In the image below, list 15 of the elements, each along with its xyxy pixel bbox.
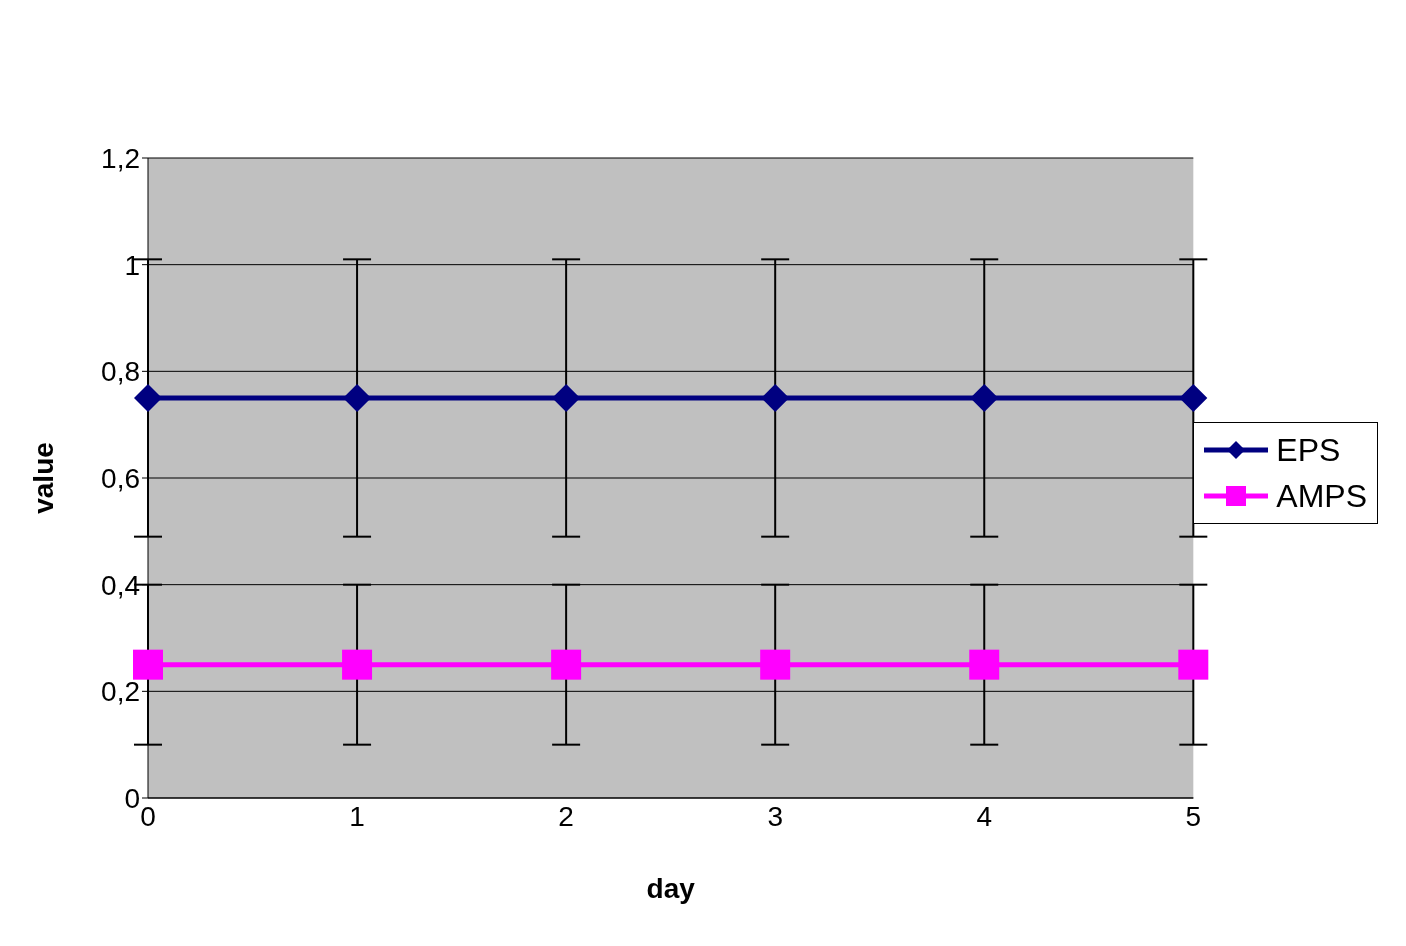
y-tick-label: 0,4	[101, 569, 140, 601]
y-tick-label: 1	[124, 249, 140, 281]
legend-label: EPS	[1276, 431, 1341, 469]
y-tick-label: 0,8	[101, 356, 140, 388]
y-tick-label: 0,2	[101, 676, 140, 708]
y-tick-label: 0,6	[101, 462, 140, 494]
x-tick-label: 3	[767, 800, 783, 832]
y-axis-title: value	[27, 442, 59, 514]
x-tick-label: 5	[1185, 800, 1202, 832]
legend-label: AMPS	[1276, 477, 1367, 515]
x-tick-label: 1	[349, 800, 365, 832]
x-tick-label: 4	[976, 800, 993, 832]
x-tick-label: 2	[558, 800, 574, 832]
x-axis-title: day	[646, 873, 696, 904]
y-tick-label: 1,2	[101, 142, 140, 174]
